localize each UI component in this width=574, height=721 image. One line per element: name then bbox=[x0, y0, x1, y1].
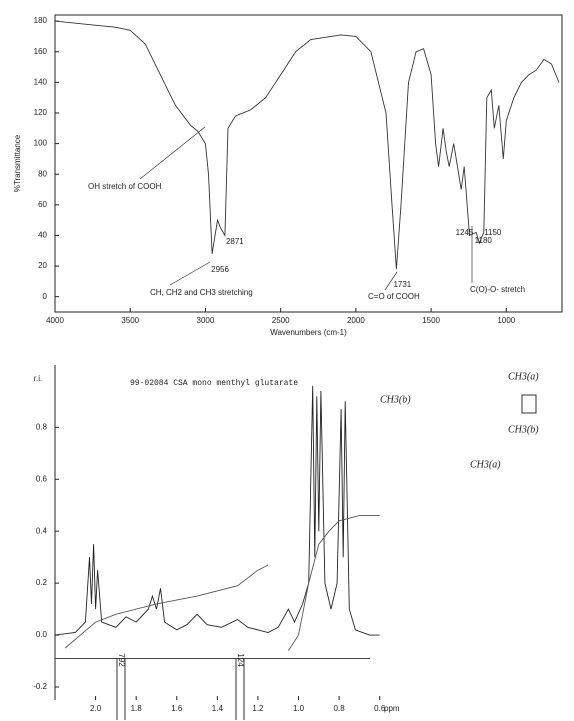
leader-line bbox=[139, 126, 206, 180]
x-axis-label: ppm bbox=[384, 704, 400, 713]
x-axis-label: Wavenumbers (cm-1) bbox=[270, 328, 347, 337]
x-tick-label: 3500 bbox=[121, 316, 139, 325]
y-tick-label: 0.2 bbox=[36, 578, 48, 587]
x-tick-label: 4000 bbox=[46, 316, 64, 325]
x-tick-label: 2000 bbox=[347, 316, 365, 325]
handwritten-note: CH3(b) bbox=[508, 424, 539, 435]
spectrum-line bbox=[64, 515, 380, 651]
y-tick-label: 100 bbox=[34, 139, 48, 148]
chart-title: 99-02084 CSA mono menthyl glutarate bbox=[130, 379, 298, 388]
x-tick-label: 1500 bbox=[422, 316, 440, 325]
spectrum-line bbox=[54, 20, 560, 270]
y-tick-label: 40 bbox=[38, 231, 47, 240]
annotation: CH, CH2 and CH3 stretching bbox=[150, 288, 253, 297]
handwritten-note: CH3(a) bbox=[508, 371, 539, 382]
plot-frame bbox=[54, 14, 563, 313]
peak-label: 1731 bbox=[393, 280, 411, 289]
y-tick-label: 60 bbox=[38, 200, 47, 209]
y-tick-label: 180 bbox=[34, 16, 48, 25]
x-tick-label: 0.6 bbox=[374, 704, 386, 713]
y-tick-label: -0.2 bbox=[33, 682, 47, 691]
y-tick-label: 0.4 bbox=[36, 526, 48, 535]
x-tick-label: 1.6 bbox=[171, 704, 183, 713]
x-tick-label: 1.0 bbox=[293, 704, 305, 713]
handwritten-note: CH3(b) bbox=[380, 394, 411, 405]
y-tick-label: 120 bbox=[34, 108, 48, 117]
leader-line bbox=[169, 261, 211, 286]
annotation: C(O)-O- stretch bbox=[470, 285, 525, 294]
y-axis-label: r.i. bbox=[34, 374, 42, 383]
annotation: C=O of COOH bbox=[368, 292, 420, 301]
x-tick-label: 2.0 bbox=[90, 704, 102, 713]
y-tick-label: 0.0 bbox=[36, 630, 48, 639]
peak-label: 1245 bbox=[456, 228, 474, 237]
y-tick-label: 0 bbox=[43, 292, 48, 301]
x-tick-label: 1.2 bbox=[252, 704, 264, 713]
x-tick-label: 3000 bbox=[197, 316, 215, 325]
peak-label: 2956 bbox=[211, 265, 229, 274]
y-tick-label: 80 bbox=[38, 169, 47, 178]
annotation: OH stretch of COOH bbox=[88, 182, 162, 191]
y-tick-label: 140 bbox=[34, 77, 48, 86]
y-tick-label: 0.6 bbox=[36, 474, 48, 483]
y-tick-label: 160 bbox=[34, 47, 48, 56]
y-tick-label: 20 bbox=[38, 261, 47, 270]
cyclohexane-ring bbox=[521, 394, 537, 414]
x-tick-label: 1.8 bbox=[131, 704, 143, 713]
integral-value: 124 bbox=[236, 653, 245, 667]
x-tick-label: 1.4 bbox=[212, 704, 224, 713]
y-axis-label: %Transmittance bbox=[13, 134, 22, 192]
handwritten-note: CH3(a) bbox=[470, 459, 501, 470]
y-tick-label: 0.8 bbox=[36, 422, 48, 431]
x-tick-label: 1000 bbox=[497, 316, 515, 325]
integral-value: 792 bbox=[117, 653, 126, 667]
leader-line bbox=[384, 271, 398, 291]
x-tick-label: 2500 bbox=[272, 316, 290, 325]
peak-label: 1150 bbox=[484, 228, 502, 237]
peak-label: 1180 bbox=[475, 236, 493, 245]
x-tick-label: 0.8 bbox=[334, 704, 346, 713]
peak-label: 2871 bbox=[226, 237, 244, 246]
spectrum-line bbox=[54, 385, 380, 636]
